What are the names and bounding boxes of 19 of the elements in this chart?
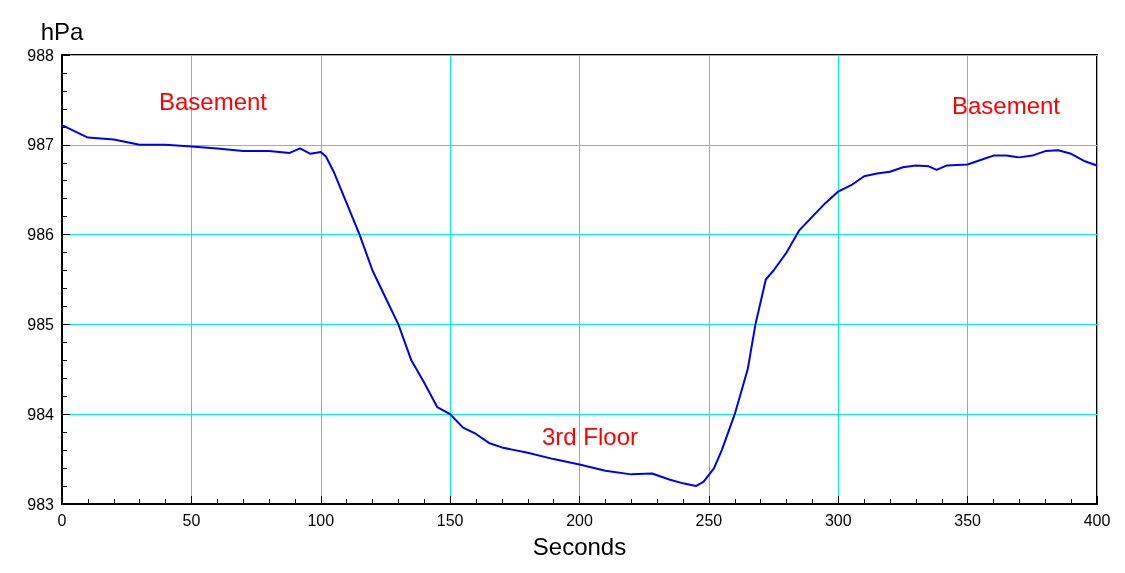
line-series	[61, 124, 1098, 488]
x-axis-title: Seconds	[532, 532, 627, 560]
y-tick-label: 985	[27, 315, 55, 333]
y-tick-label: 988	[27, 46, 55, 64]
x-tick-label: 400	[1083, 511, 1111, 529]
annotation: 3rd Floor	[541, 422, 639, 450]
x-tick-label: 100	[307, 511, 335, 529]
y-axis-title: hPa	[40, 17, 84, 45]
y-tick-label: 987	[27, 136, 55, 154]
x-tick-label: 200	[566, 511, 593, 529]
y-tick-label: 984	[27, 405, 55, 423]
x-tick-label: 300	[824, 511, 852, 529]
x-tick-label: 250	[695, 511, 723, 529]
y-tick-label: 983	[27, 495, 55, 513]
x-tick-label: 150	[436, 511, 464, 529]
y-tick-label: 986	[27, 226, 55, 244]
x-tick-label: 350	[954, 511, 982, 529]
x-tick-label: 0	[57, 511, 67, 529]
x-tick-label: 50	[182, 511, 201, 529]
